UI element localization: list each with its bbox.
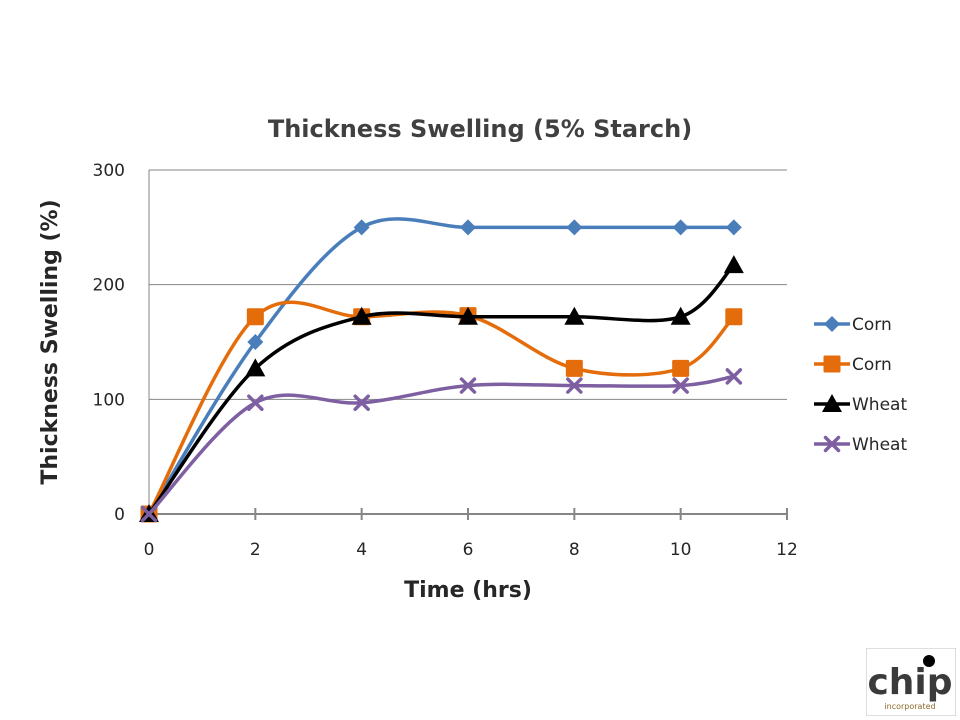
y-tick-label: 200	[93, 276, 125, 296]
chart-title: Thickness Swelling (5% Starch)	[268, 115, 692, 143]
legend-marker	[822, 394, 842, 412]
legend-entry: Wheat	[814, 435, 907, 455]
data-point	[460, 219, 476, 236]
y-tick-label: 0	[114, 505, 125, 525]
data-point	[670, 306, 691, 325]
x-tick-label: 10	[670, 540, 692, 560]
chip-logo: chip incorporated	[866, 648, 956, 716]
data-point	[725, 219, 742, 236]
data-point	[459, 377, 477, 394]
legend-label: Wheat	[852, 435, 907, 455]
y-tick-label: 100	[93, 390, 125, 410]
legend-entry: Wheat	[814, 394, 907, 415]
y-tick-label: 300	[93, 161, 125, 181]
legend: Corn Corn Wheat Wheat	[814, 315, 907, 455]
legend-entry: Corn	[814, 355, 892, 375]
data-point	[723, 255, 744, 274]
logo-tagline: incorporated	[884, 702, 935, 711]
x-tick-label: 4	[356, 540, 367, 560]
data-point	[458, 306, 478, 325]
series-line	[147, 300, 736, 515]
legend-label: Wheat	[852, 395, 907, 415]
data-point	[353, 219, 370, 236]
legend-marker	[824, 316, 840, 332]
data-point	[565, 359, 583, 377]
tick-labels: 0 100 200 300 0 2 4 6 8 10 12	[93, 161, 798, 560]
data-point	[247, 394, 264, 412]
logo-dot-icon	[923, 655, 935, 667]
legend-label: Corn	[852, 315, 892, 335]
legend-marker	[823, 355, 841, 373]
data-point	[566, 377, 583, 394]
data-point	[725, 368, 743, 385]
legend-marker	[823, 435, 841, 453]
data-point	[351, 306, 372, 325]
x-tick-label: 0	[144, 540, 155, 560]
data-point	[246, 308, 264, 326]
data-point	[353, 394, 370, 412]
series-layer	[139, 217, 744, 523]
x-tick-label: 8	[569, 540, 580, 560]
x-axis-title: Time (hrs)	[404, 578, 532, 603]
y-axis-title: Thickness Swelling (%)	[38, 199, 63, 484]
data-point	[140, 505, 158, 523]
series-1	[141, 217, 742, 522]
x-tick-label: 2	[250, 540, 261, 560]
x-tick-label: 12	[776, 540, 798, 560]
series-2	[140, 300, 743, 523]
data-point	[725, 308, 743, 326]
data-point	[672, 219, 689, 236]
gridlines	[149, 169, 787, 400]
legend-label: Corn	[852, 355, 892, 375]
series-line	[147, 217, 734, 515]
data-point	[566, 219, 583, 236]
data-point	[672, 359, 690, 377]
x-tick-label: 6	[463, 540, 474, 560]
data-point	[672, 377, 689, 394]
series-line	[147, 263, 736, 516]
series-4	[140, 368, 743, 523]
data-point	[245, 358, 266, 377]
data-point	[564, 306, 585, 325]
data-point	[247, 334, 264, 350]
series-line	[147, 374, 735, 516]
legend-entry: Corn	[814, 315, 892, 335]
logo-text: chip	[867, 662, 952, 703]
